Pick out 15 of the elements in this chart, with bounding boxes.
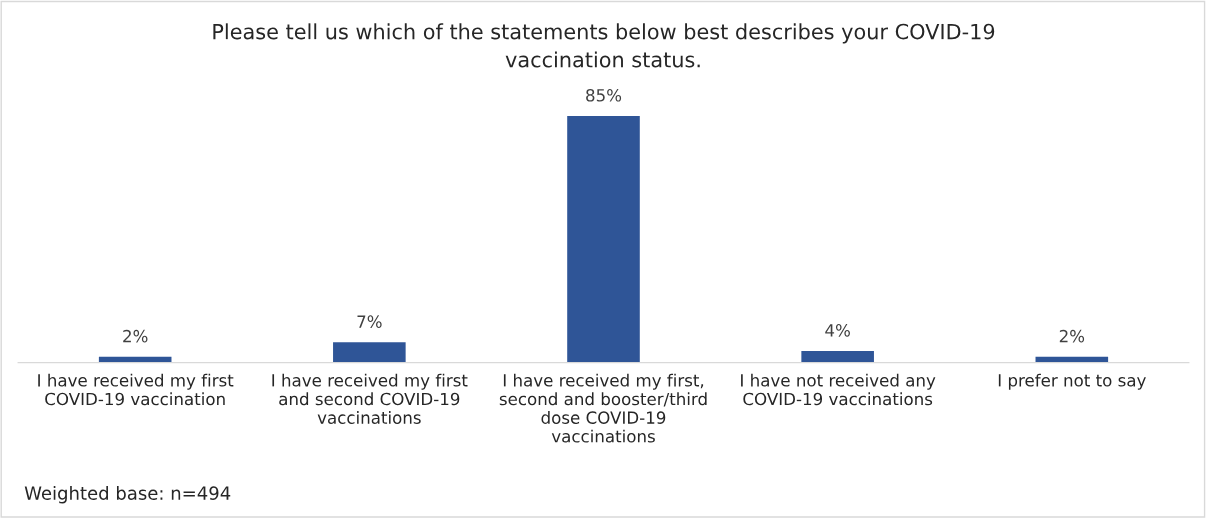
bar bbox=[567, 115, 640, 363]
chart-title: Please tell us which of the statements below best describes your COVID-19 vaccination status. bbox=[213, 23, 995, 68]
x-tick-label: I prefer not to say bbox=[998, 373, 1146, 390]
data-label: 2% bbox=[1059, 329, 1085, 343]
text: Weighted base: n=494 bbox=[24, 485, 231, 504]
bar bbox=[333, 342, 406, 363]
data-label: 7% bbox=[357, 315, 382, 328]
x-tick-label: I have received my first and second COVID-19 vaccinations bbox=[272, 373, 468, 424]
data-label: 4% bbox=[825, 324, 850, 337]
x-tick-label: I have not received any COVID-19 vaccinations bbox=[741, 373, 936, 406]
x-tick-label: I have received my first, second and booster/third dose COVID-19 vaccinations bbox=[499, 373, 707, 443]
bar bbox=[801, 350, 874, 363]
data-label: 2% bbox=[123, 329, 148, 343]
x-tick-label: I have received my first COVID-19 vaccination bbox=[38, 373, 234, 406]
data-label: 85% bbox=[586, 88, 622, 102]
